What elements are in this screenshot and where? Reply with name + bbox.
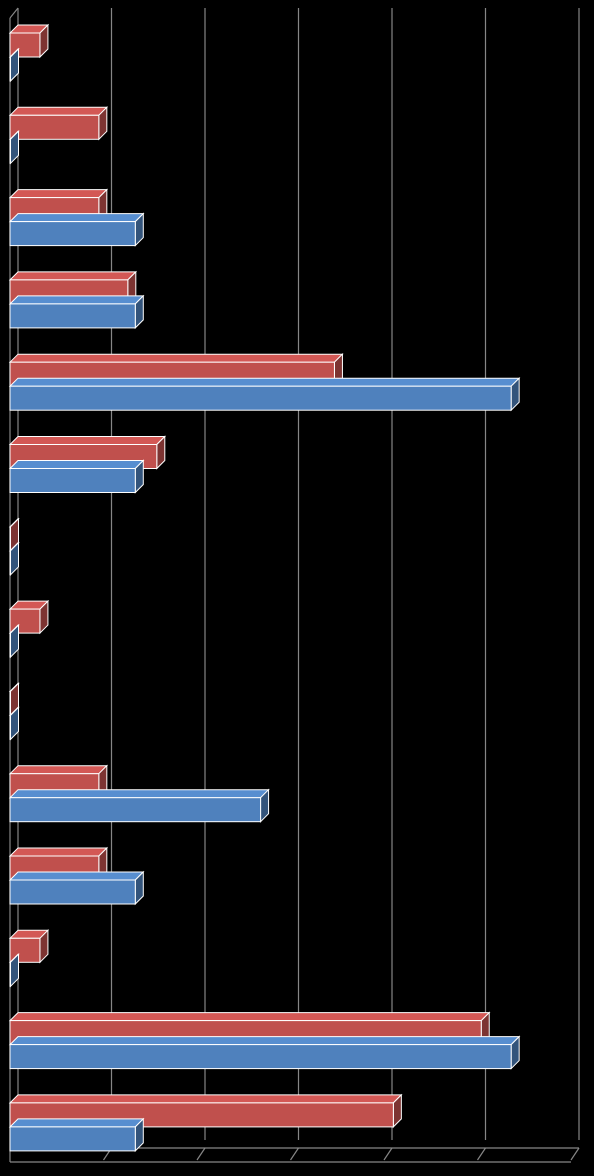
bar-group	[8, 846, 145, 906]
bar-blue	[8, 953, 20, 988]
bar-top-face	[8, 871, 145, 881]
bar-front-face	[9, 961, 11, 987]
bar-front-face	[9, 797, 262, 823]
bar-red	[8, 23, 50, 59]
bar-front-face	[9, 526, 11, 552]
bar-group	[8, 1011, 521, 1070]
bar-front-face	[9, 550, 11, 576]
bar-top-face	[8, 847, 109, 857]
bar-group	[8, 188, 145, 247]
bar-blue	[8, 47, 20, 83]
bar-front-face	[9, 1044, 512, 1070]
gridline-floor-edge	[383, 1147, 393, 1161]
bar-front-face	[9, 1126, 136, 1152]
bar-red	[8, 682, 20, 717]
bar-front-face	[9, 138, 11, 164]
bar-front-face	[9, 385, 512, 411]
bar-blue	[8, 294, 145, 330]
gridline-floor-edge	[570, 1147, 580, 1161]
bar-blue	[8, 706, 20, 741]
bar-front-face	[9, 114, 100, 140]
bar-group	[8, 435, 167, 494]
bar-top-face	[8, 295, 145, 305]
bar-blue	[8, 623, 20, 659]
bar-front-face	[9, 221, 136, 247]
bar-top-face	[8, 1118, 145, 1128]
bar-front-face	[9, 632, 11, 658]
bar-group	[8, 23, 50, 83]
gridline-floor-edge	[477, 1147, 486, 1161]
bar-group	[8, 517, 20, 577]
bar-group	[8, 1093, 403, 1153]
bar-front-face	[9, 56, 11, 82]
gridlines	[9, 7, 580, 1163]
bar-blue	[8, 788, 270, 823]
bar-red	[8, 106, 109, 141]
bar-front-face	[9, 303, 136, 329]
bar-front-face	[9, 714, 11, 740]
bar-group	[8, 929, 50, 988]
bar-blue	[8, 376, 521, 412]
bar-front-face	[9, 690, 11, 716]
bar-front-face	[9, 879, 136, 905]
bar-top-face	[8, 106, 109, 116]
bar-front-face	[9, 468, 136, 493]
bar-top-face	[8, 213, 145, 223]
bar-blue	[8, 459, 145, 494]
bar-blue	[8, 1035, 521, 1070]
gridline-floor-edge	[196, 1147, 206, 1161]
gridline-floor-edge	[290, 1147, 299, 1161]
bar-group	[8, 106, 109, 165]
bar-group	[8, 270, 145, 330]
bar-top-face	[8, 460, 145, 469]
bar-blue	[8, 130, 20, 165]
bars	[8, 23, 521, 1153]
bar-blue	[8, 212, 145, 247]
bar-top-face	[8, 1012, 491, 1022]
bar-red	[8, 517, 20, 553]
bar-blue	[8, 541, 20, 577]
bar-group	[8, 599, 50, 659]
bar-blue	[8, 1117, 145, 1153]
bar-top-face	[8, 765, 109, 775]
bar-top-face	[8, 353, 344, 363]
bar-top-face	[8, 1094, 403, 1104]
bar-blue	[8, 870, 145, 906]
bar-top-face	[8, 271, 138, 281]
bar-top-face	[8, 789, 270, 799]
bar-top-face	[8, 189, 109, 199]
bar-group	[8, 764, 270, 823]
bar-top-face	[8, 436, 167, 445]
bar-group	[8, 352, 521, 412]
left-wall-top	[9, 7, 19, 19]
bar-top-face	[8, 377, 521, 387]
bar-front-face	[9, 32, 41, 58]
bar-top-face	[8, 1036, 521, 1046]
bar-group	[8, 682, 20, 741]
